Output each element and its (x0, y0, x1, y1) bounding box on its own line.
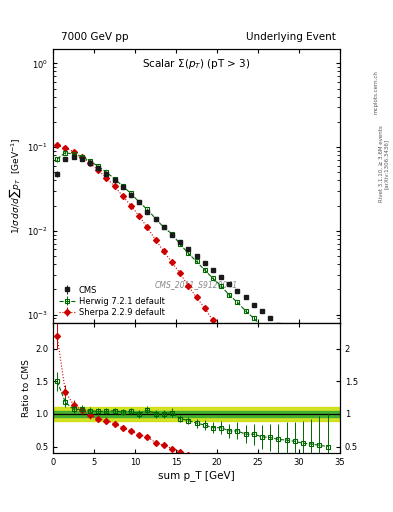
Y-axis label: Ratio to CMS: Ratio to CMS (22, 359, 31, 417)
Text: Rivet 3.1.10, ≥ 3.6M events: Rivet 3.1.10, ≥ 3.6M events (379, 125, 384, 202)
Text: [arXiv:1306.3436]: [arXiv:1306.3436] (384, 139, 389, 189)
Text: Scalar $\Sigma(p_T)$ (pT > 3): Scalar $\Sigma(p_T)$ (pT > 3) (142, 57, 251, 71)
Text: CMS_2011_S9120041: CMS_2011_S9120041 (155, 280, 238, 289)
Text: Underlying Event: Underlying Event (246, 32, 336, 42)
Legend: CMS, Herwig 7.2.1 default, Sherpa 2.2.9 default: CMS, Herwig 7.2.1 default, Sherpa 2.2.9 … (57, 284, 166, 318)
X-axis label: sum p_T [GeV]: sum p_T [GeV] (158, 470, 235, 481)
Text: mcplots.cern.ch: mcplots.cern.ch (374, 70, 379, 114)
Y-axis label: $1/\sigma\,d\sigma/d\sum p_T$  [GeV$^{-1}$]: $1/\sigma\,d\sigma/d\sum p_T$ [GeV$^{-1}… (8, 137, 23, 234)
Text: 7000 GeV pp: 7000 GeV pp (61, 32, 129, 42)
